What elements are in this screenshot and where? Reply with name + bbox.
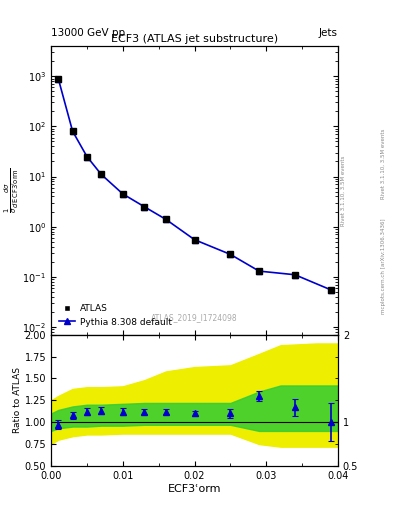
ATLAS bbox=[192, 237, 197, 243]
Legend: ATLAS, Pythia 8.308 default: ATLAS, Pythia 8.308 default bbox=[55, 301, 176, 330]
ATLAS bbox=[99, 172, 104, 178]
ATLAS bbox=[142, 204, 147, 210]
Y-axis label: Rivet 3.1.10, 3.5M events: Rivet 3.1.10, 3.5M events bbox=[341, 155, 346, 226]
ATLAS bbox=[329, 287, 333, 293]
Pythia 8.308 default bbox=[163, 216, 168, 222]
Text: ATLAS_2019_I1724098: ATLAS_2019_I1724098 bbox=[151, 313, 238, 322]
ATLAS bbox=[228, 251, 233, 258]
Pythia 8.308 default bbox=[120, 191, 125, 197]
ATLAS bbox=[120, 191, 125, 197]
Pythia 8.308 default bbox=[257, 268, 261, 274]
Text: 13000 GeV pp: 13000 GeV pp bbox=[51, 28, 125, 38]
Pythia 8.308 default bbox=[70, 128, 75, 134]
ATLAS bbox=[292, 272, 298, 278]
ATLAS bbox=[84, 154, 89, 160]
ATLAS bbox=[163, 216, 168, 222]
Text: Jets: Jets bbox=[319, 28, 338, 38]
Pythia 8.308 default bbox=[142, 204, 147, 210]
ATLAS bbox=[257, 268, 261, 274]
Line: ATLAS: ATLAS bbox=[55, 76, 334, 293]
ATLAS bbox=[70, 128, 75, 134]
Pythia 8.308 default bbox=[56, 75, 61, 81]
Pythia 8.308 default bbox=[292, 272, 298, 278]
Pythia 8.308 default bbox=[228, 251, 233, 258]
Pythia 8.308 default bbox=[192, 237, 197, 243]
Pythia 8.308 default bbox=[329, 287, 333, 293]
X-axis label: ECF3ʿorm: ECF3ʿorm bbox=[168, 483, 221, 494]
Line: Pythia 8.308 default: Pythia 8.308 default bbox=[55, 76, 334, 293]
Title: ECF3 (ATLAS jet substructure): ECF3 (ATLAS jet substructure) bbox=[111, 34, 278, 44]
ATLAS bbox=[56, 75, 61, 81]
Text: mcplots.cern.ch [arXiv:1306.3436]: mcplots.cern.ch [arXiv:1306.3436] bbox=[381, 219, 386, 314]
Pythia 8.308 default bbox=[99, 172, 104, 178]
Y-axis label: $\frac{1}{\sigma}\frac{d\sigma}{d\,\mathrm{ECF3}^{\prime}\mathrm{orm}}$: $\frac{1}{\sigma}\frac{d\sigma}{d\,\math… bbox=[3, 167, 21, 213]
Text: Rivet 3.1.10, 3.5M events: Rivet 3.1.10, 3.5M events bbox=[381, 129, 386, 199]
Y-axis label: Ratio to ATLAS: Ratio to ATLAS bbox=[13, 367, 22, 433]
Pythia 8.308 default bbox=[84, 154, 89, 160]
